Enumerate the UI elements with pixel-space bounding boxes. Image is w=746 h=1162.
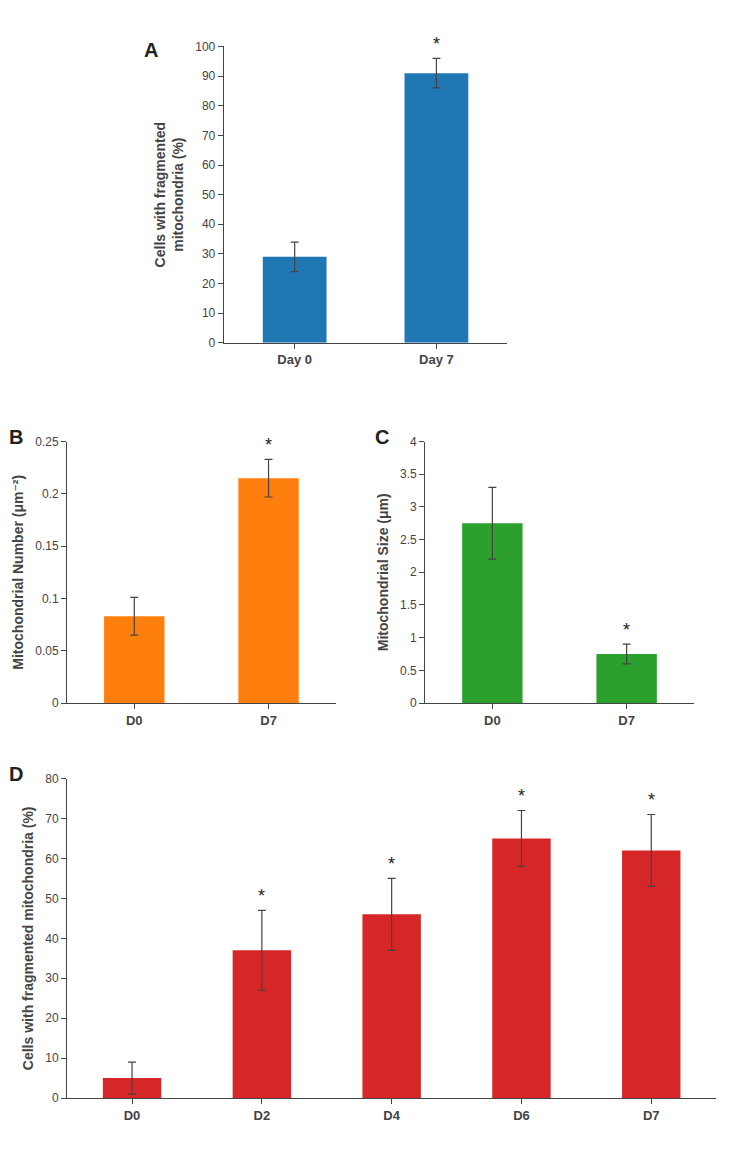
- svg-text:2: 2: [410, 565, 417, 579]
- svg-text:0.1: 0.1: [42, 592, 59, 606]
- svg-text:1.5: 1.5: [400, 598, 417, 612]
- svg-text:*: *: [648, 790, 655, 810]
- svg-text:70: 70: [202, 129, 216, 143]
- svg-text:Cells with fragmented mitochon: Cells with fragmented mitochondria (%): [20, 806, 36, 1070]
- svg-text:20: 20: [202, 277, 216, 291]
- svg-text:B: B: [9, 426, 23, 448]
- svg-text:*: *: [623, 620, 630, 640]
- svg-text:Day 7: Day 7: [419, 352, 454, 367]
- svg-text:70: 70: [45, 812, 59, 826]
- svg-text:0.25: 0.25: [35, 435, 59, 449]
- svg-text:*: *: [265, 435, 272, 455]
- svg-text:3: 3: [410, 500, 417, 514]
- svg-text:0.2: 0.2: [42, 487, 59, 501]
- svg-text:3.5: 3.5: [400, 467, 417, 481]
- svg-text:30: 30: [45, 971, 59, 985]
- svg-text:C: C: [375, 426, 389, 448]
- svg-text:60: 60: [202, 158, 216, 172]
- svg-text:A: A: [144, 39, 158, 61]
- svg-text:*: *: [388, 854, 395, 874]
- svg-text:0: 0: [52, 696, 59, 710]
- svg-text:*: *: [518, 786, 525, 806]
- svg-text:4: 4: [410, 435, 417, 449]
- svg-text:0.5: 0.5: [400, 664, 417, 678]
- svg-text:D4: D4: [383, 1108, 400, 1123]
- svg-text:*: *: [433, 34, 440, 54]
- svg-text:30: 30: [202, 247, 216, 261]
- svg-text:D2: D2: [254, 1108, 271, 1123]
- svg-text:Mitochondrial Size (μm): Mitochondrial Size (μm): [375, 493, 391, 651]
- svg-text:0: 0: [410, 696, 417, 710]
- svg-text:90: 90: [202, 69, 216, 83]
- svg-text:D0: D0: [124, 1108, 141, 1123]
- svg-text:50: 50: [202, 188, 216, 202]
- svg-text:20: 20: [45, 1011, 59, 1025]
- svg-text:Cells with fragmentedmitochond: Cells with fragmentedmitochondria (%): [152, 122, 186, 267]
- svg-text:*: *: [258, 886, 265, 906]
- svg-text:50: 50: [45, 892, 59, 906]
- svg-text:10: 10: [45, 1051, 59, 1065]
- svg-text:60: 60: [45, 852, 59, 866]
- svg-text:D7: D7: [260, 713, 277, 728]
- svg-text:1: 1: [410, 631, 417, 645]
- svg-text:D7: D7: [643, 1108, 660, 1123]
- svg-text:D: D: [9, 763, 23, 785]
- svg-text:Day 0: Day 0: [277, 352, 312, 367]
- svg-text:D7: D7: [618, 713, 635, 728]
- svg-text:2.5: 2.5: [400, 533, 417, 547]
- svg-text:10: 10: [202, 306, 216, 320]
- svg-text:80: 80: [202, 99, 216, 113]
- svg-text:0: 0: [52, 1091, 59, 1105]
- svg-text:D6: D6: [513, 1108, 530, 1123]
- svg-text:0.15: 0.15: [35, 539, 59, 553]
- svg-text:100: 100: [195, 40, 215, 54]
- svg-text:D0: D0: [484, 713, 501, 728]
- svg-text:0: 0: [209, 336, 216, 350]
- svg-text:80: 80: [45, 772, 59, 786]
- svg-text:D0: D0: [126, 713, 143, 728]
- svg-text:Mitochondrial Number (μm⁻²): Mitochondrial Number (μm⁻²): [10, 475, 26, 670]
- svg-text:0.05: 0.05: [35, 644, 59, 658]
- svg-text:40: 40: [202, 217, 216, 231]
- svg-text:40: 40: [45, 932, 59, 946]
